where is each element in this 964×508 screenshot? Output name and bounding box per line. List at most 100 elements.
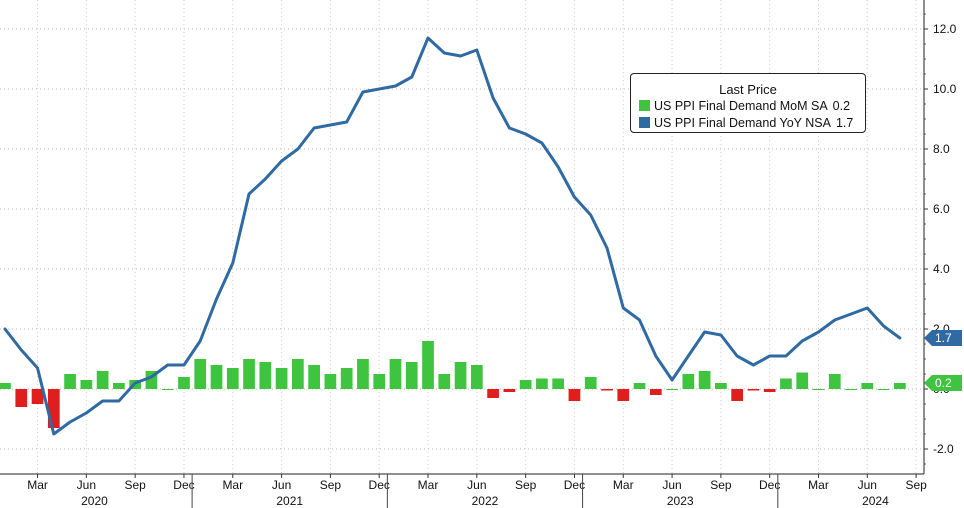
last-value-flag-shape <box>924 375 962 391</box>
bar <box>519 380 532 389</box>
x-tick-label: Dec <box>759 478 780 492</box>
bar <box>828 374 841 389</box>
bar <box>275 368 288 389</box>
x-year-label: 2021 <box>276 494 303 508</box>
x-tick-label: Mar <box>418 478 439 492</box>
bar <box>536 378 548 389</box>
bar <box>861 383 874 389</box>
x-tick-label: Jun <box>858 478 877 492</box>
y-tick-label: -2.0 <box>933 442 954 456</box>
last-value-flag-shape <box>924 330 962 346</box>
x-tick-label: Dec <box>564 478 585 492</box>
y-tick-label: 10.0 <box>933 82 957 96</box>
bar <box>373 374 386 389</box>
legend-swatch-mom <box>639 100 650 111</box>
bar <box>243 359 255 389</box>
x-tick-label: Jun <box>662 478 681 492</box>
bar <box>31 389 44 404</box>
bar <box>812 389 825 390</box>
bar <box>747 389 760 391</box>
bar <box>357 359 369 389</box>
bar <box>893 383 906 389</box>
bar <box>617 389 630 401</box>
bar <box>178 377 190 389</box>
legend-label-mom: US PPI Final Demand MoM SA <box>654 99 828 113</box>
bar <box>666 389 678 390</box>
bar <box>731 389 744 401</box>
bar <box>226 368 239 389</box>
bar <box>405 362 418 389</box>
x-tick-label: Mar <box>222 478 243 492</box>
bar <box>633 383 646 389</box>
bar <box>80 380 93 389</box>
bar <box>470 365 483 389</box>
bar <box>698 371 711 389</box>
bar <box>503 389 516 392</box>
bar <box>0 383 11 389</box>
bar <box>194 359 207 389</box>
last-value-flag: 0.2 <box>924 375 962 391</box>
last-value-flag: 1.7 <box>924 330 962 346</box>
last-value-flag-label: 1.7 <box>935 331 952 345</box>
bar <box>324 374 337 389</box>
bar <box>438 374 451 389</box>
bar <box>845 389 857 390</box>
legend-value-yoy: 1.7 <box>835 116 854 130</box>
y-tick-label: 8.0 <box>933 142 950 156</box>
y-tick-label: 4.0 <box>933 262 950 276</box>
x-tick-label: Dec <box>173 478 194 492</box>
yoy-line <box>3 36 902 436</box>
bar <box>649 389 662 395</box>
x-tick-label: Sep <box>710 478 732 492</box>
legend-label-yoy: US PPI Final Demand YoY NSA <box>654 116 831 130</box>
gridlines <box>0 0 924 474</box>
bar <box>113 383 125 389</box>
x-tick-label: Jun <box>467 478 486 492</box>
bar <box>161 389 174 390</box>
bar <box>15 389 28 407</box>
mom-bars <box>0 341 906 428</box>
bar <box>552 378 565 389</box>
x-tick-label: Sep <box>905 478 927 492</box>
bar <box>47 389 60 428</box>
bar <box>796 372 809 389</box>
bar <box>96 371 109 389</box>
bar <box>210 365 223 389</box>
bar <box>259 362 272 389</box>
bar <box>145 371 158 389</box>
x-year-label: 2024 <box>862 494 889 508</box>
legend: Last Price US PPI Final Demand MoM SA 0.2… <box>630 73 866 133</box>
legend-entry-yoy: US PPI Final Demand YoY NSA 1.7 <box>639 116 853 130</box>
bar <box>780 378 792 389</box>
bar <box>584 377 597 389</box>
bar <box>340 368 353 389</box>
last-value-flag-label: 0.2 <box>935 376 952 390</box>
bar <box>487 389 499 398</box>
bar <box>682 374 695 389</box>
x-tick-label: Mar <box>808 478 829 492</box>
legend-title: Last Price <box>719 82 777 97</box>
bar <box>308 365 320 389</box>
x-tick-label: Dec <box>369 478 390 492</box>
x-tick-label: Sep <box>320 478 342 492</box>
x-year-label: 2022 <box>472 494 499 508</box>
x-tick-label: Mar <box>27 478 48 492</box>
bar <box>568 389 581 401</box>
bar <box>64 374 76 389</box>
x-year-label: 2020 <box>81 494 108 508</box>
bar <box>763 389 776 392</box>
y-tick-label: 12.0 <box>933 22 957 36</box>
bar <box>601 389 613 391</box>
bar <box>292 359 304 389</box>
bar <box>389 359 402 389</box>
x-tick-label: Jun <box>272 478 291 492</box>
bar <box>877 389 890 390</box>
x-year-label: 2023 <box>667 494 694 508</box>
legend-value-mom: 0.2 <box>832 99 851 113</box>
bar <box>454 362 467 389</box>
bar <box>422 341 434 389</box>
x-tick-label: Jun <box>77 478 96 492</box>
x-tick-label: Mar <box>613 478 634 492</box>
